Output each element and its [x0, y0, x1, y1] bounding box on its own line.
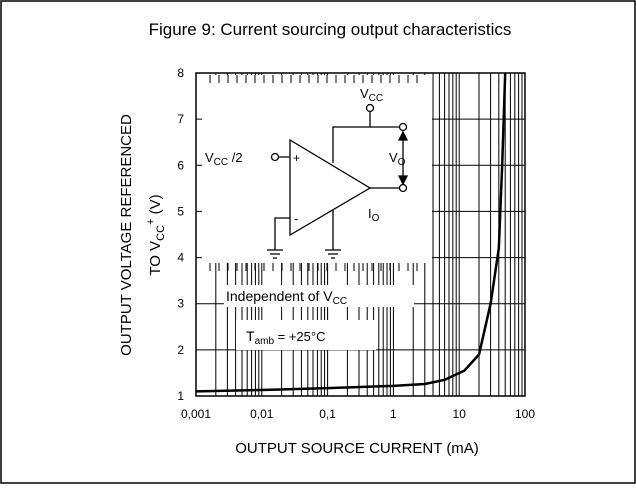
x-tick-label: 100 — [515, 407, 535, 421]
y-tick-label: 7 — [177, 112, 184, 126]
x-tick-label: 0,1 — [319, 407, 336, 421]
vin-label-part: CC — [214, 157, 228, 168]
y-tick-label: 2 — [177, 343, 184, 357]
line-series — [195, 72, 507, 393]
vin-label-part: /2 — [228, 150, 242, 165]
y-label-sub: CC — [155, 225, 167, 241]
vo-label-part: V — [389, 150, 398, 165]
annotation-part: T — [246, 328, 255, 344]
schematic — [267, 103, 409, 259]
vo-label-part: O — [398, 157, 406, 168]
annotation-part: amb — [255, 336, 275, 347]
vo-label: VO — [389, 150, 406, 168]
x-tick-label: 0,01 — [250, 407, 274, 421]
terminal — [398, 183, 408, 193]
annotation-bg — [224, 285, 414, 307]
vin-label-part: V — [205, 150, 214, 165]
vcc-label-part: CC — [369, 93, 383, 104]
x-tick-label: 0,001 — [181, 407, 211, 421]
y-tick-label: 6 — [177, 158, 184, 172]
chart-title: Figure 9: Current sourcing output charac… — [149, 20, 512, 39]
y-label-line2: TO VCC+ (V) — [145, 194, 167, 275]
io-label: IO — [368, 206, 380, 224]
inset-panel — [202, 75, 432, 263]
terminal — [270, 152, 280, 162]
io-label-part: I — [368, 206, 372, 221]
wire — [274, 112, 399, 250]
ground — [267, 249, 341, 259]
y-tick-label: 5 — [177, 204, 184, 218]
op-amp — [289, 138, 372, 237]
y-label-unit: (V) — [147, 194, 164, 218]
vcc-label-part: V — [360, 86, 369, 101]
y-tick-label: 3 — [177, 297, 184, 311]
annotation-bg — [236, 320, 376, 350]
y-label-sup: + — [145, 219, 157, 225]
minus-label: - — [294, 211, 298, 226]
terminal — [365, 103, 375, 113]
x-tick-label: 10 — [453, 407, 467, 421]
annotation: Tamb = +25°C — [246, 328, 325, 347]
x-axis-label: OUTPUT SOURCE CURRENT (mA) — [235, 440, 479, 457]
io-label-part: O — [372, 213, 380, 224]
plot-frame — [195, 72, 526, 397]
y-axis-label: OUTPUT VOLTAGE REFERENCED TO VCC+ (V) — [118, 114, 167, 356]
x-tick-label: 1 — [390, 407, 397, 421]
plus-label: + — [293, 151, 300, 165]
vcc-label: VCC — [360, 86, 383, 104]
arrow-head — [397, 130, 409, 186]
vin-label: VCC /2 — [205, 150, 243, 168]
terminal — [398, 122, 408, 132]
y-tick-label: 1 — [177, 389, 184, 403]
annotation: Independent of VCC — [226, 288, 347, 307]
annotation-part: = +25°C — [274, 329, 325, 344]
y-label-line1: OUTPUT VOLTAGE REFERENCED — [118, 114, 135, 356]
y-tick-label: 8 — [177, 66, 184, 80]
annotation-part: Independent of V — [226, 288, 333, 304]
y-label-part: TO V — [147, 241, 164, 276]
y-tick-label: 4 — [177, 251, 184, 265]
annotation-part: CC — [333, 296, 347, 307]
